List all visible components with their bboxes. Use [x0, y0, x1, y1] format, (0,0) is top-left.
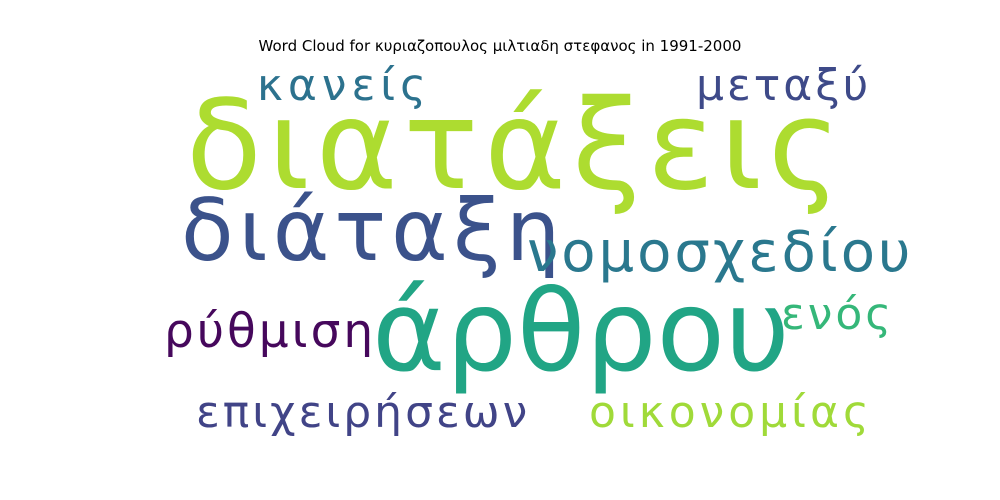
word-kaneis: κανείς — [257, 60, 432, 111]
word-arthrou: άρθρου — [372, 267, 790, 397]
word-enos: ενός — [781, 289, 895, 340]
word-diataxi: διάταξη — [181, 181, 566, 281]
chart-title: Word Cloud for κυριαζοπουλος μιλτιαδη στ… — [258, 37, 742, 55]
word-epixeiriseon: επιχειρήσεων — [196, 387, 531, 438]
word-oikonomias: οικονομίας — [589, 387, 873, 438]
word-diataxeis: διατάξεις — [186, 74, 847, 218]
word-metaxy: μεταξύ — [696, 60, 872, 111]
word-nomosxediou: νομοσχεδίου — [527, 220, 914, 285]
word-rythmisi: ρύθμιση — [164, 304, 377, 359]
